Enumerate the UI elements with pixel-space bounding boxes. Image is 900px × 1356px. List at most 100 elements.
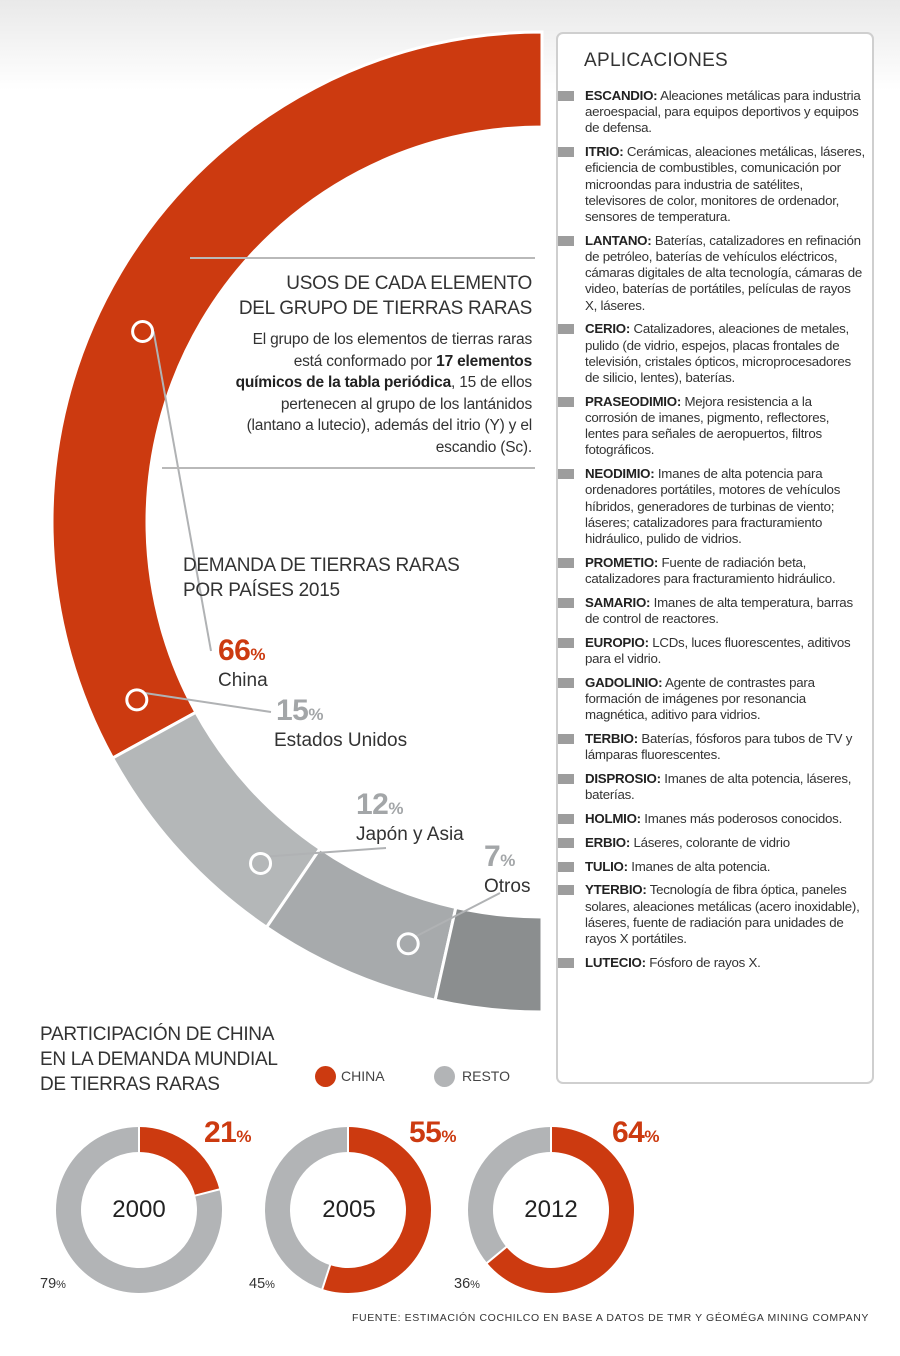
aplicacion-element-name: NEODIMIO: bbox=[585, 466, 655, 482]
pct-usa-value: 15 bbox=[276, 694, 309, 727]
callout-line-usa bbox=[143, 691, 272, 713]
donut-china-2005 bbox=[322, 1127, 431, 1293]
aplicacion-text: Baterías, fósforos para tubos de TV y lá… bbox=[585, 731, 853, 763]
donut-year-2005: 2005 bbox=[322, 1196, 376, 1223]
aplicacion-item-escandio: ESCANDIO: Aleaciones metálicas para indu… bbox=[558, 88, 866, 137]
label-china-text: China bbox=[218, 670, 268, 691]
legend-china-swatch bbox=[315, 1066, 336, 1087]
divider-top bbox=[190, 257, 535, 259]
aplicacion-element-name: ITRIO: bbox=[585, 144, 624, 160]
ring-segment-china bbox=[50, 30, 544, 761]
pct-china: 66% bbox=[218, 636, 268, 670]
aplicacion-item-cerio: CERIO: Catalizadores, aleaciones de meta… bbox=[558, 321, 866, 386]
label-usa-text: Estados Unidos bbox=[274, 730, 408, 751]
china-pct-2012-unit: % bbox=[644, 1127, 659, 1146]
donut-separator bbox=[484, 1244, 509, 1265]
aplicacion-item-terbio: TERBIO: Baterías, fósforos para tubos de… bbox=[558, 731, 866, 763]
donut-separator bbox=[320, 1262, 332, 1292]
aplicacion-item-itrio: ITRIO: Cerámicas, aleaciones metálicas, … bbox=[558, 144, 866, 225]
donut-separator bbox=[192, 1187, 222, 1198]
callout-line-china bbox=[152, 331, 212, 652]
pct-japan: 12% bbox=[356, 790, 464, 824]
callout-line-japan bbox=[267, 847, 387, 858]
resto-pct-2012: 36% bbox=[454, 1276, 480, 1292]
demanda-title-line2: POR PAÍSES 2015 bbox=[183, 580, 340, 601]
pct-usa: 15% bbox=[274, 696, 407, 730]
donut-year-2012: 2012 bbox=[524, 1196, 578, 1223]
callout-line-others bbox=[414, 892, 501, 938]
aplicacion-text: Catalizadores, aleaciones de metales, pu… bbox=[585, 321, 851, 386]
aplicacion-item-europio: EUROPIO: LCDs, luces fluorescentes, adit… bbox=[558, 635, 866, 667]
china-pct-2005-unit: % bbox=[441, 1127, 456, 1146]
donut-resto-2012 bbox=[467, 1127, 551, 1263]
china-pct-2000-unit: % bbox=[236, 1127, 251, 1146]
usos-text-bold: 17 elementos químicos de la tabla periód… bbox=[235, 352, 533, 392]
aplicacion-item-disprosio: DISPROSIO: Imanes de alta potencia, láse… bbox=[558, 771, 866, 803]
aplicacion-item-praseodimio: PRASEODIMIO: Mejora resistencia a la cor… bbox=[558, 394, 866, 459]
usos-title: USOS DE CADA ELEMENTO DEL GRUPO DE TIERR… bbox=[212, 271, 532, 321]
aplicacion-text: LCDs, luces fluorescentes, aditivos para… bbox=[585, 634, 851, 667]
donut-resto-2000 bbox=[55, 1127, 223, 1293]
aplicacion-element-name: ESCANDIO: bbox=[585, 88, 658, 103]
aplicacion-element-name: LANTANO: bbox=[585, 232, 652, 248]
aplicacion-element-name: TERBIO: bbox=[585, 731, 638, 747]
aplicacion-text: Aleaciones metálicas para industria aero… bbox=[585, 88, 861, 136]
aplicacion-item-samario: SAMARIO: Imanes de alta temperatura, bar… bbox=[558, 595, 866, 627]
usos-text-b: , 15 de ellos pertenecen al grupo de los… bbox=[246, 374, 533, 456]
ring-segment-usa bbox=[110, 710, 323, 930]
aplicacion-text: Fuente de radiación beta, catalizadores … bbox=[585, 554, 836, 587]
callout-marker-others bbox=[396, 932, 420, 956]
callout-marker-china bbox=[131, 319, 155, 343]
aplicacion-text: Imanes de alta temperatura, barras de co… bbox=[585, 594, 853, 627]
pct-japan-value: 12 bbox=[356, 788, 389, 821]
aplicacion-text: Imanes de alta potencia para ordenadores… bbox=[585, 466, 841, 547]
aplicaciones-list: ESCANDIO: Aleaciones metálicas para indu… bbox=[558, 88, 866, 979]
aplicaciones-title: APLICACIONES bbox=[584, 50, 729, 71]
aplicacion-element-name: GADOLINIO: bbox=[585, 674, 663, 690]
china-pct-2000-value: 21 bbox=[204, 1116, 237, 1149]
usos-title-line1: USOS DE CADA ELEMENTO bbox=[286, 273, 532, 294]
label-others-text: Otros bbox=[484, 876, 531, 897]
ring-segment-japan bbox=[264, 846, 458, 1002]
aplicacion-element-name: HOLMIO: bbox=[585, 811, 641, 827]
donut-china-2012 bbox=[487, 1127, 634, 1293]
aplicacion-element-name: EUROPIO: bbox=[585, 634, 649, 650]
participacion-title-line1: PARTICIPACIÓN DE CHINA bbox=[40, 1024, 275, 1045]
aplicacion-text: Agente de contrastes para formación de i… bbox=[585, 674, 815, 723]
donut-resto-2005 bbox=[264, 1127, 348, 1289]
aplicacion-item-yterbio: YTERBIO: Tecnología de fibra óptica, pan… bbox=[558, 882, 866, 947]
aplicacion-element-name: ERBIO: bbox=[585, 834, 631, 850]
pct-usa-unit: % bbox=[308, 705, 323, 724]
resto-pct-2012-unit: % bbox=[470, 1279, 480, 1291]
participacion-title: PARTICIPACIÓN DE CHINA EN LA DEMANDA MUN… bbox=[40, 1022, 310, 1097]
label-usa: 15% Estados Unidos bbox=[274, 696, 407, 752]
aplicacion-element-name: DISPROSIO: bbox=[585, 771, 661, 787]
aplicacion-text: Imanes de alta potencia. bbox=[627, 858, 771, 874]
resto-pct-2000-unit: % bbox=[56, 1279, 66, 1291]
ring-segment-others bbox=[433, 905, 544, 1014]
aplicacion-item-prometio: PROMETIO: Fuente de radiación beta, cata… bbox=[558, 555, 866, 587]
label-japan-text: Japón y Asia bbox=[356, 824, 464, 845]
legend-resto-swatch bbox=[434, 1066, 455, 1087]
demanda-title-line1: DEMANDA DE TIERRAS RARAS bbox=[183, 555, 460, 576]
aplicacion-item-gadolinio: GADOLINIO: Agente de contrastes para for… bbox=[558, 675, 866, 724]
aplicacion-element-name: LUTECIO: bbox=[585, 954, 646, 970]
usos-description: El grupo de los elementos de tierras rar… bbox=[232, 329, 533, 458]
divider-bottom bbox=[162, 467, 535, 469]
legend-china-label: CHINA bbox=[341, 1068, 385, 1084]
callout-marker-japan bbox=[249, 851, 273, 875]
aplicacion-text: Fósforo de rayos X. bbox=[645, 954, 761, 970]
aplicacion-text: Cerámicas, aleaciones metálicas, láseres… bbox=[585, 144, 865, 225]
label-japan: 12% Japón y Asia bbox=[356, 790, 464, 846]
china-pct-2012: 64% bbox=[612, 1116, 659, 1150]
resto-pct-2012-value: 36 bbox=[454, 1276, 471, 1292]
aplicacion-text: Imanes de alta potencia, láseres, baterí… bbox=[585, 771, 852, 803]
participacion-title-line3: DE TIERRAS RARAS bbox=[40, 1074, 220, 1095]
label-china: 66% China bbox=[218, 636, 268, 692]
resto-pct-2000-value: 79 bbox=[40, 1276, 57, 1292]
china-pct-2005: 55% bbox=[409, 1116, 456, 1150]
participacion-title-line2: EN LA DEMANDA MUNDIAL bbox=[40, 1049, 278, 1070]
china-pct-2005-value: 55 bbox=[409, 1116, 442, 1149]
pct-japan-unit: % bbox=[388, 799, 403, 818]
